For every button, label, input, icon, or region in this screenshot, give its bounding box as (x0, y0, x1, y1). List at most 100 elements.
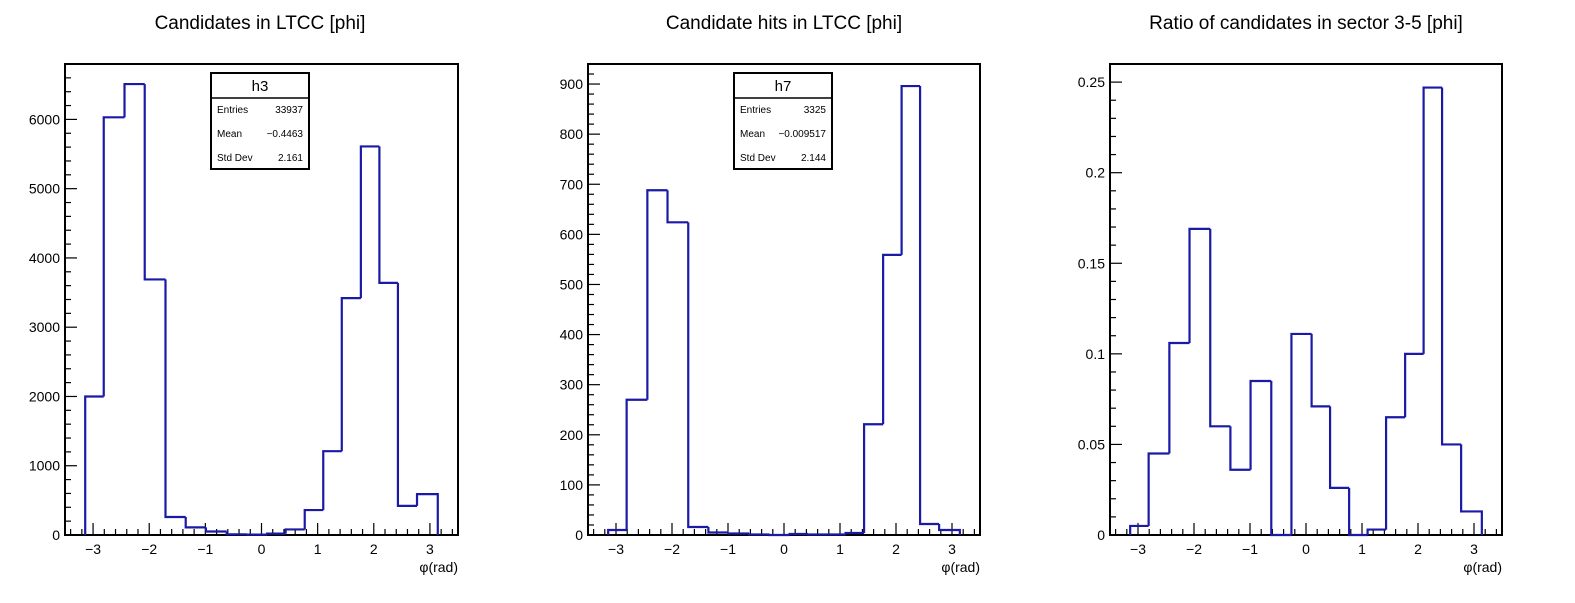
chart-panel-2: Candidate hits in LTCC [phi] −3 −2 −1 0 1 2 3 φ(… (560, 13, 981, 575)
chart-title: Candidate hits in LTCC [phi] (666, 13, 902, 34)
x-tick-label: 1 (314, 541, 322, 557)
histogram-bin (1168, 341, 1190, 454)
stats-box-frame (210, 72, 310, 170)
y-tick-label: 800 (560, 126, 584, 142)
histogram-bin (266, 532, 286, 535)
histogram-bin (748, 533, 770, 536)
histogram-bin (143, 84, 166, 281)
histogram-bin (666, 190, 689, 224)
y-tick-label: 0.1 (1086, 346, 1106, 362)
histogram-bin (1460, 444, 1483, 535)
stats-value: 2.144 (801, 153, 826, 164)
histogram-bin (1440, 87, 1462, 446)
histogram-series (607, 84, 961, 537)
y-tick-label: 0.05 (1078, 436, 1105, 452)
chart-title: Candidates in LTCC [phi] (155, 13, 366, 34)
histogram-bin (1328, 406, 1350, 489)
stats-value: 2.161 (278, 153, 303, 164)
histogram-series (84, 82, 439, 536)
histogram-bin (625, 398, 648, 530)
x-tick-label: 2 (1414, 541, 1422, 557)
histogram-bin (303, 508, 324, 530)
histogram-bin (1366, 528, 1387, 535)
stats-histogram-name: h7 (775, 78, 792, 95)
x-tick-label: −3 (608, 541, 624, 557)
histogram-bin (918, 86, 940, 526)
x-tick-label: −1 (720, 541, 736, 557)
histogram-bin (378, 146, 398, 284)
x-tick-label: −2 (1186, 541, 1202, 557)
histogram-bin (862, 423, 884, 533)
histogram-bin (102, 116, 125, 397)
histogram-bin (707, 526, 729, 534)
stats-label: Std Dev (217, 153, 253, 164)
stats-value: −0.4463 (267, 129, 304, 140)
x-tick-label: −3 (85, 541, 101, 557)
histogram-bin (284, 528, 305, 534)
y-tick-label: 500 (560, 276, 584, 292)
y-tick-label: 1000 (29, 458, 60, 474)
histogram-bin (1270, 381, 1292, 537)
histogram-bin (1229, 426, 1251, 471)
y-tick-label: 700 (560, 176, 584, 192)
y-tick-label: 5000 (29, 181, 60, 197)
histogram-bin (184, 516, 206, 529)
y-tick-label: 0 (1097, 527, 1105, 543)
histogram-bin (1348, 487, 1368, 537)
x-tick-label: −1 (197, 541, 213, 557)
histogram-bin (900, 84, 921, 255)
histogram-bin (882, 253, 902, 425)
x-tick-label: −1 (1242, 541, 1258, 557)
histogram-bin (164, 279, 186, 519)
y-tick-label: 2000 (29, 388, 60, 404)
x-tick-label: −2 (664, 541, 680, 557)
y-tick-label: 900 (560, 76, 584, 92)
y-tick-label: 400 (560, 327, 584, 343)
x-tick-label: −3 (1130, 541, 1146, 557)
histogram-bin (359, 145, 380, 299)
x-tick-label: 3 (948, 541, 956, 557)
histogram-bin (1209, 228, 1231, 428)
x-tick-label: 1 (1358, 541, 1366, 557)
stats-value: 3325 (804, 105, 827, 116)
histogram-bin (340, 297, 361, 452)
histogram-bin (1422, 86, 1443, 354)
x-tick-label: −2 (141, 541, 157, 557)
histogram-bin (646, 189, 668, 400)
x-tick-label: 0 (1302, 541, 1310, 557)
histogram-bin (1310, 333, 1331, 408)
histogram-bin (1147, 452, 1170, 526)
x-tick-label: 1 (836, 541, 844, 557)
histogram-bin (204, 527, 227, 533)
histogram-bin (768, 533, 790, 537)
histogram-bin (1249, 379, 1272, 470)
stats-value: −0.009517 (778, 129, 826, 140)
x-tick-label: 2 (370, 541, 378, 557)
chart-panel-1: Candidates in LTCC [phi] −3 −2 −1 0 1 2 3 φ(rad)… (29, 13, 459, 575)
histogram-bin (844, 531, 865, 535)
stats-label: Std Dev (740, 153, 776, 164)
stats-label: Mean (217, 129, 242, 140)
x-tick-label: 3 (426, 541, 434, 557)
x-tick-label: 0 (780, 541, 788, 557)
histogram-bin (396, 282, 418, 508)
histogram-bin (607, 528, 627, 535)
x-tick-label: 2 (892, 541, 900, 557)
x-axis-label: φ(rad) (1463, 559, 1502, 575)
stats-histogram-name: h3 (252, 78, 269, 95)
plot-frame (1109, 63, 1503, 536)
histogram-bin (1404, 352, 1424, 418)
histogram-bin (1129, 524, 1149, 535)
x-tick-label: 3 (1470, 541, 1478, 557)
y-tick-label: 200 (560, 427, 584, 443)
histogram-bin (687, 222, 709, 529)
x-tick-label: 0 (258, 541, 266, 557)
chart-title: Ratio of candidates in sector 3-5 [phi] (1149, 13, 1463, 34)
histogram-bin (727, 532, 750, 535)
y-tick-label: 0 (575, 527, 583, 543)
y-tick-label: 6000 (29, 111, 60, 127)
histogram-bin (225, 531, 247, 536)
histogram-bin (938, 523, 961, 535)
y-tick-label: 0.15 (1078, 255, 1105, 271)
